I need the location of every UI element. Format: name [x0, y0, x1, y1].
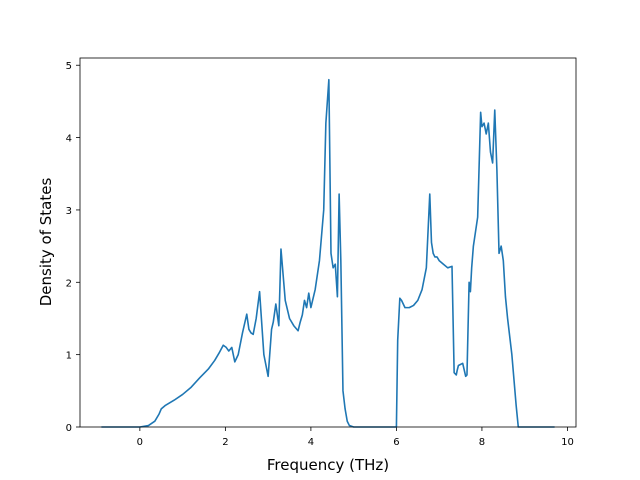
y-tick-label: 1 — [66, 351, 72, 362]
x-tick-label: 4 — [308, 437, 314, 448]
y-tick-label: 3 — [66, 206, 72, 217]
x-axis-ticks: 0 2 4 6 8 10 — [137, 427, 574, 448]
y-tick-label: 2 — [66, 278, 72, 289]
y-axis-ticks: 0 1 2 3 4 5 — [66, 61, 80, 434]
y-axis-label: Density of States — [37, 178, 55, 307]
x-tick-label: 8 — [479, 437, 485, 448]
x-tick-label: 0 — [137, 437, 143, 448]
x-tick-label: 6 — [393, 437, 399, 448]
x-tick-label: 10 — [561, 437, 574, 448]
y-tick-label: 0 — [66, 423, 72, 434]
x-axis-label: Frequency (THz) — [267, 456, 389, 474]
dos-series-line — [101, 78, 555, 428]
plot-frame — [79, 57, 577, 428]
y-tick-label: 5 — [66, 61, 72, 72]
y-tick-label: 4 — [66, 134, 72, 145]
x-tick-label: 2 — [222, 437, 228, 448]
